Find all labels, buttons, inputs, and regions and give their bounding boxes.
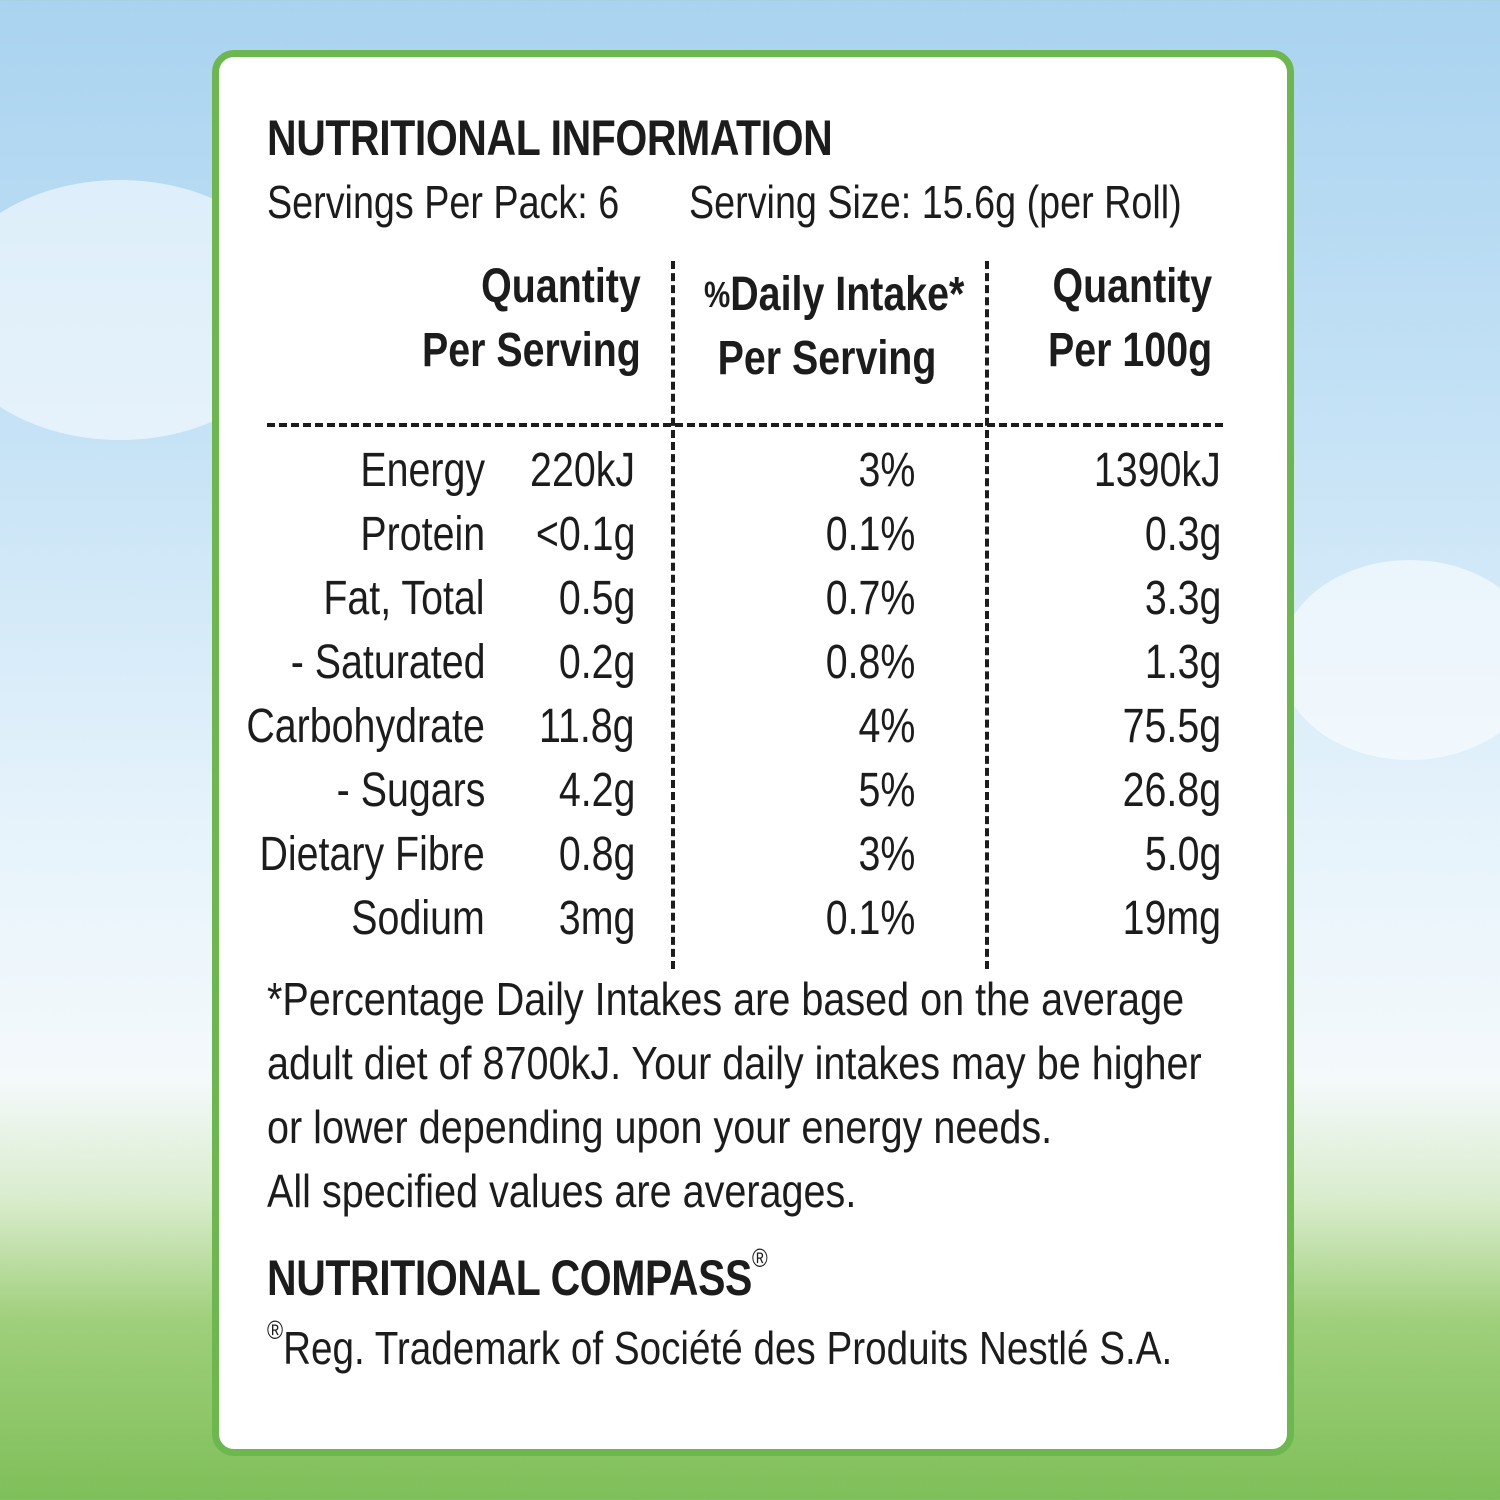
per-serving-value: 0.8g — [558, 828, 635, 881]
per-100g-value: 3.3g — [1144, 572, 1221, 625]
header-line: %Daily Intake* — [704, 263, 964, 327]
column-divider — [985, 261, 989, 969]
footnote-line: All specified values are averages. — [267, 1165, 857, 1217]
per-100g-value: 75.5g — [1122, 700, 1221, 753]
daily-intake-value: 4% — [858, 700, 915, 753]
footnote-line: *Percentage Daily Intakes are based on t… — [267, 973, 1185, 1025]
per-100g-value: 0.3g — [1144, 508, 1221, 561]
per-serving-value: 3mg — [558, 892, 635, 945]
header-line: Quantity — [1052, 260, 1212, 313]
percent-sign: % — [704, 274, 731, 315]
table-row: Dietary Fibre 0.8g 3% 5.0g — [219, 827, 1287, 891]
per-100g-value: 5.0g — [1144, 828, 1221, 881]
per-serving-value: 11.8g — [539, 700, 635, 753]
per-serving-value: 4.2g — [558, 764, 635, 817]
nutrient-label: Fat, Total — [323, 572, 485, 625]
registered-mark: ® — [267, 1315, 284, 1345]
nutrient-label: - Sugars — [336, 764, 485, 817]
header-line: Quantity — [481, 260, 641, 313]
header-divider — [267, 423, 1223, 427]
compass-title: NUTRITIONAL COMPASS® — [267, 1243, 768, 1307]
registered-mark: ® — [751, 1243, 768, 1273]
nutrient-label: Protein — [360, 508, 485, 561]
daily-intake-value: 0.7% — [825, 572, 915, 625]
per-serving-value: 0.2g — [558, 636, 635, 689]
nutrient-label: Dietary Fibre — [259, 828, 485, 881]
per-100g-value: 26.8g — [1122, 764, 1221, 817]
trademark-notice: ®Reg. Trademark of Société des Produits … — [267, 1315, 1173, 1375]
nutrient-label: Carbohydrate — [246, 700, 485, 753]
daily-intake-value: 3% — [858, 444, 915, 497]
nutrition-panel: NUTRITIONAL INFORMATION Servings Per Pac… — [212, 50, 1294, 1456]
table-row: Fat, Total 0.5g 0.7% 3.3g — [219, 571, 1287, 635]
nutrient-label: Energy — [360, 444, 485, 497]
header-line-text: Daily Intake* — [730, 268, 965, 321]
daily-intake-value: 5% — [858, 764, 915, 817]
per-100g-value: 1.3g — [1144, 636, 1221, 689]
per-serving-value: 0.5g — [558, 572, 635, 625]
per-serving-value: <0.1g — [535, 508, 635, 561]
per-100g-value: 19mg — [1122, 892, 1221, 945]
column-divider — [671, 261, 675, 969]
daily-intake-value: 0.1% — [825, 508, 915, 561]
daily-intake-value: 0.1% — [825, 892, 915, 945]
servings-per-pack: Servings Per Pack: 6 — [267, 176, 620, 228]
header-quantity-per-serving: Quantity Per Serving — [422, 255, 641, 383]
panel-title: NUTRITIONAL INFORMATION — [267, 110, 833, 166]
header-line: Per Serving — [717, 332, 937, 385]
header-line: Per 100g — [1047, 324, 1212, 377]
header-line: Per Serving — [422, 324, 641, 377]
nutrient-label: - Saturated — [290, 636, 485, 689]
table-row: Energy 220kJ 3% 1390kJ — [219, 443, 1287, 507]
footnote-line: adult diet of 8700kJ. Your daily intakes… — [267, 1037, 1202, 1089]
serving-size: Serving Size: 15.6g (per Roll) — [689, 176, 1182, 228]
daily-intake-value: 0.8% — [825, 636, 915, 689]
daily-intake-value: 3% — [858, 828, 915, 881]
table-row: - Sugars 4.2g 5% 26.8g — [219, 763, 1287, 827]
nutrient-label: Sodium — [351, 892, 485, 945]
table-row: Carbohydrate 11.8g 4% 75.5g — [219, 699, 1287, 763]
table-row: - Saturated 0.2g 0.8% 1.3g — [219, 635, 1287, 699]
table-row: Sodium 3mg 0.1% 19mg — [219, 891, 1287, 955]
table-row: Protein <0.1g 0.1% 0.3g — [219, 507, 1287, 571]
footnote-line: or lower depending upon your energy need… — [267, 1101, 1053, 1153]
header-quantity-per-100g: Quantity Per 100g — [1048, 255, 1212, 383]
per-100g-value: 1390kJ — [1094, 444, 1221, 497]
trademark-text: Reg. Trademark of Société des Produits N… — [283, 1322, 1173, 1374]
compass-title-text: NUTRITIONAL COMPASS — [267, 1250, 752, 1306]
per-serving-value: 220kJ — [529, 444, 635, 497]
background-cloud — [1280, 560, 1500, 760]
footnote: *Percentage Daily Intakes are based on t… — [267, 967, 1202, 1223]
header-daily-intake: %Daily Intake* Per Serving — [704, 263, 964, 391]
